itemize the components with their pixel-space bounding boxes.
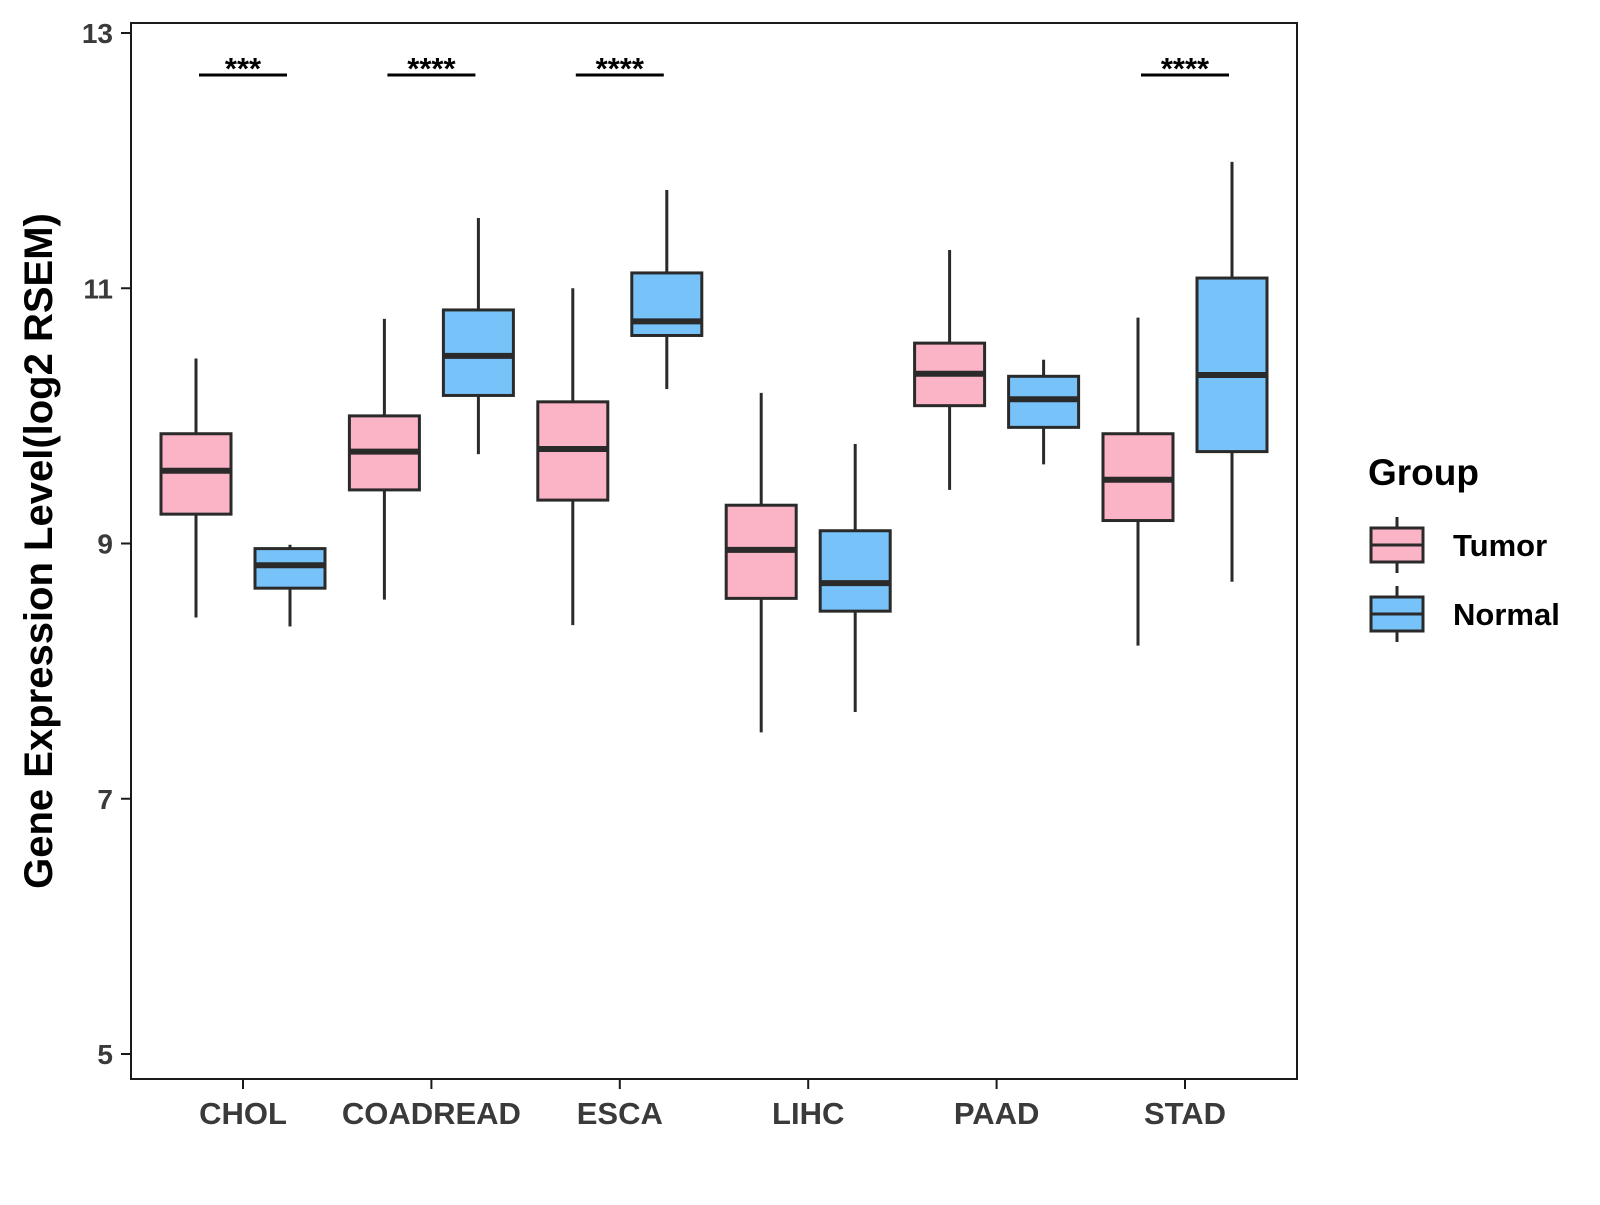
legend-key-normal [1369,586,1425,642]
box-coadread-normal-box [441,308,515,397]
y-tick-label: 7 [97,784,113,815]
box-chol-normal-box [253,547,327,590]
y-tick-label: 5 [97,1039,113,1070]
significance-label-coadread: **** [407,51,456,86]
box-coadread-tumor [347,318,421,600]
box-chol-tumor [159,358,233,618]
box-paad-tumor [913,249,987,490]
y-tick-label: 9 [97,529,113,560]
box-esca-normal-box [630,271,704,337]
box-stad-normal [1195,161,1269,582]
box-stad-tumor [1101,317,1175,646]
x-tick-label-esca: ESCA [577,1096,663,1131]
significance-label-stad: **** [1161,51,1210,86]
box-esca-normal [630,189,704,390]
legend-key-tumor [1369,517,1425,573]
y-axis-title: Gene Expression Level(log2 RSEM) [17,213,61,889]
box-stad-normal-box [1195,276,1269,454]
x-tick-label-stad: STAD [1144,1096,1226,1131]
significance-label-esca: **** [596,51,645,86]
box-chol-tumor-box [159,432,233,516]
legend-title: Group [1368,452,1479,493]
x-tick-label-coadread: COADREAD [342,1096,521,1131]
box-chol-normal [253,544,327,627]
significance-label-chol: *** [225,51,262,86]
x-tick-label-paad: PAAD [954,1096,1040,1131]
box-lihc-tumor [724,392,798,733]
legend-label-tumor: Tumor [1453,528,1547,563]
box-lihc-normal [818,443,892,712]
box-paad-normal [1007,359,1081,465]
legend-label-normal: Normal [1453,597,1560,632]
y-tick-label: 11 [83,273,113,304]
x-tick-label-chol: CHOL [199,1096,287,1131]
box-lihc-normal-box [818,529,892,613]
box-esca-tumor [536,288,610,626]
y-tick-label: 13 [82,18,113,49]
x-tick-label-lihc: LIHC [772,1096,844,1131]
plot-panel-border [130,22,1298,1080]
box-coadread-normal [441,218,515,455]
